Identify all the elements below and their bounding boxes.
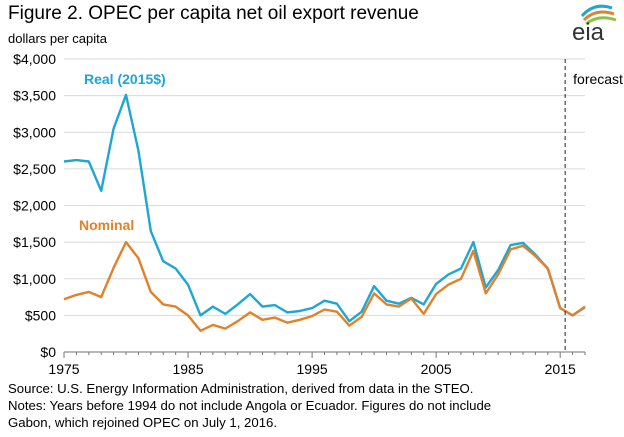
x-tick-label: 2005 bbox=[421, 361, 452, 377]
series-line bbox=[63, 93, 586, 323]
y-tick-label: $2,000 bbox=[13, 198, 56, 214]
line-chart: $0 $500 $1,000 $1,500 $2,000 $2,500 $3,000 $3,5… bbox=[13, 51, 623, 377]
chart-notes: Source: U.S. Energy Information Administ… bbox=[8, 380, 620, 431]
y-tick-label: $1,000 bbox=[13, 271, 56, 287]
chart-title: Figure 2. OPEC per capita net oil export… bbox=[8, 3, 419, 24]
real-series-label: Real (2015$) bbox=[84, 71, 166, 87]
logo-arc-2 bbox=[582, 10, 615, 22]
notes-line-2: Gabon, which rejoined OPEC on July 1, 20… bbox=[8, 415, 278, 430]
x-tick-label: 1975 bbox=[48, 361, 79, 377]
series-lines bbox=[63, 93, 586, 332]
forecast-label: forecast bbox=[573, 71, 623, 87]
annotations: Real (2015$) Nominal forecast bbox=[79, 59, 623, 352]
gridlines bbox=[64, 58, 585, 353]
x-tick-label: 1985 bbox=[172, 361, 203, 377]
x-tick-label: 1995 bbox=[297, 361, 328, 377]
y-tick-label: $500 bbox=[25, 307, 56, 323]
notes-line-1: Notes: Years before 1994 do not include … bbox=[8, 398, 492, 413]
y-tick-label: $0 bbox=[40, 344, 56, 360]
series-line bbox=[63, 240, 586, 332]
x-tick-label: 2015 bbox=[545, 361, 576, 377]
logo-text: eia bbox=[572, 19, 605, 44]
y-tick-labels: $0 $500 $1,000 $1,500 $2,000 $2,500 $3,000 $3,5… bbox=[13, 51, 56, 360]
source-note: Source: U.S. Energy Information Administ… bbox=[8, 381, 474, 396]
logo-arc-1 bbox=[580, 4, 613, 18]
y-tick-label: $1,500 bbox=[13, 234, 56, 250]
y-tick-label: $4,000 bbox=[13, 51, 56, 67]
logo-arc-3 bbox=[585, 16, 617, 26]
eia-logo: eia bbox=[572, 4, 617, 44]
nominal-series-label: Nominal bbox=[79, 217, 134, 233]
y-axis-label: dollars per capita bbox=[8, 31, 107, 46]
y-tick-label: $3,000 bbox=[13, 124, 56, 140]
y-tick-label: $3,500 bbox=[13, 88, 56, 104]
y-tick-label: $2,500 bbox=[13, 161, 56, 177]
x-tick-labels: 1975 1985 1995 2005 2015 bbox=[48, 352, 586, 377]
